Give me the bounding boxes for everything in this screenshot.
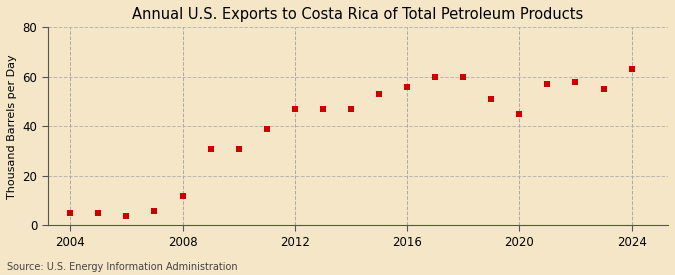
Point (149, 208, 160, 213)
Point (373, 92, 384, 96)
Point (317, 107, 328, 111)
Text: Source: U.S. Energy Information Administration: Source: U.S. Energy Information Administ… (7, 262, 238, 272)
Point (65, 210, 76, 215)
Point (93, 211, 104, 215)
Point (177, 194, 188, 198)
Point (542, 82, 553, 86)
Point (626, 67, 637, 72)
Y-axis label: Thousand Barrels per Day: Thousand Barrels per Day (7, 54, 17, 199)
Title: Annual U.S. Exports to Costa Rica of Total Petroleum Products: Annual U.S. Exports to Costa Rica of Tot… (132, 7, 584, 22)
Point (402, 84, 412, 89)
Point (486, 97, 497, 101)
Point (570, 79, 580, 84)
Point (261, 126, 272, 131)
Point (346, 107, 356, 111)
Point (234, 146, 244, 151)
Point (205, 146, 216, 151)
Point (598, 87, 609, 91)
Point (514, 112, 524, 116)
Point (290, 107, 300, 111)
Point (458, 75, 468, 79)
Point (430, 75, 441, 79)
Point (121, 214, 132, 218)
